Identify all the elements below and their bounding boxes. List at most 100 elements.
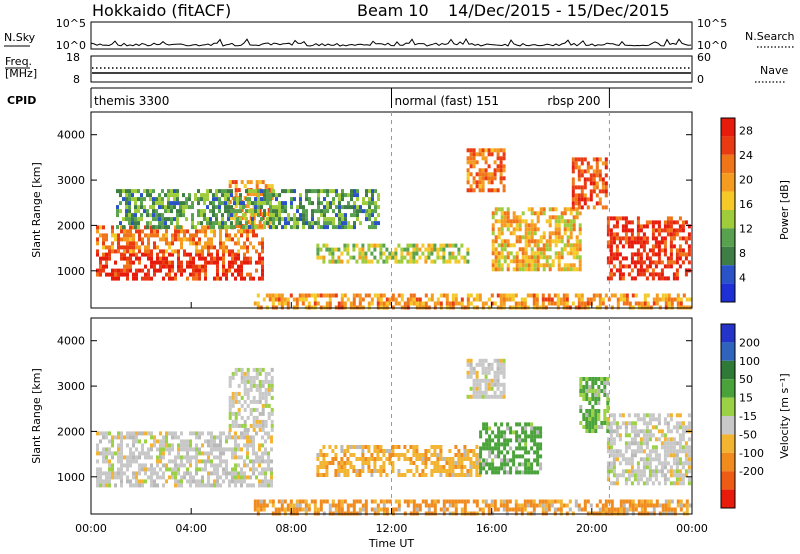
echo-cell xyxy=(499,503,503,508)
echo-cell xyxy=(344,225,347,230)
echo-cell xyxy=(484,386,488,391)
echo-cell xyxy=(625,301,629,306)
echo-cell xyxy=(427,457,431,461)
echo-cell xyxy=(257,189,260,194)
echo-cell xyxy=(99,260,102,265)
echo-cell xyxy=(239,193,242,198)
echo-cell xyxy=(533,458,537,463)
echo-cell xyxy=(373,449,377,453)
echo-cell xyxy=(252,212,256,217)
echo-cell xyxy=(451,255,455,260)
echo-cell xyxy=(577,177,581,182)
echo-cell xyxy=(189,455,192,460)
echo-cell xyxy=(326,205,329,210)
echo-cell xyxy=(424,293,428,298)
echo-cell xyxy=(630,469,634,474)
echo-cell xyxy=(305,213,308,218)
echo-cell xyxy=(328,301,332,306)
echo-cell xyxy=(530,434,534,439)
echo-cell xyxy=(559,301,563,306)
echo-cell xyxy=(96,483,99,488)
echo-cell xyxy=(532,499,536,504)
echo-cell xyxy=(515,430,519,435)
echo-cell xyxy=(524,243,528,248)
echo-cell xyxy=(601,503,605,508)
echo-cell xyxy=(198,249,201,254)
echo-cell xyxy=(569,219,573,224)
cpid-panel: CPID themis 3300 normal (fast) 151 rbsp 20… xyxy=(7,87,692,108)
echo-cell xyxy=(376,453,380,457)
echo-cell xyxy=(597,389,601,393)
echo-cell xyxy=(168,431,171,436)
echo-cell xyxy=(592,173,596,178)
echo-cell xyxy=(134,197,137,202)
echo-cell xyxy=(304,507,308,512)
echo-cell xyxy=(195,268,198,273)
echo-cell xyxy=(222,451,225,456)
echo-cell xyxy=(675,248,679,253)
echo-cell xyxy=(679,503,683,508)
echo-cell xyxy=(201,467,204,472)
echo-cell xyxy=(639,260,643,265)
colorbar-tick-label: 200 xyxy=(739,336,760,349)
echo-cell xyxy=(198,479,201,484)
echo-cell xyxy=(134,213,137,218)
echo-cell xyxy=(207,241,210,246)
echo-cell xyxy=(135,268,138,273)
echo-cell xyxy=(258,212,262,217)
echo-cell xyxy=(536,446,540,451)
echo-cell xyxy=(231,447,234,452)
echo-cell xyxy=(418,457,422,461)
echo-cell xyxy=(684,441,688,446)
echo-cell xyxy=(192,268,195,273)
echo-cell xyxy=(316,465,320,469)
echo-cell xyxy=(207,249,210,254)
echo-cell xyxy=(278,201,281,206)
echo-cell xyxy=(506,462,510,467)
echo-cell xyxy=(102,225,105,230)
echo-cell xyxy=(615,268,619,273)
echo-cell xyxy=(494,239,498,244)
echo-cell xyxy=(147,451,150,456)
echo-cell xyxy=(272,213,275,218)
echo-cell xyxy=(463,457,467,461)
echo-cell xyxy=(308,225,311,230)
echo-cell xyxy=(421,457,425,461)
echo-cell xyxy=(678,244,682,249)
echo-cell xyxy=(186,264,189,269)
echo-cell xyxy=(159,459,162,464)
echo-cell xyxy=(622,301,626,306)
echo-cell xyxy=(512,255,516,260)
echo-cell xyxy=(204,276,207,281)
echo-cell xyxy=(536,227,540,232)
echo-cell xyxy=(500,223,504,228)
echo-cell xyxy=(518,239,522,244)
echo-cell xyxy=(289,499,293,504)
echo-cell xyxy=(612,413,616,418)
echo-cell xyxy=(370,259,374,264)
echo-cell xyxy=(105,256,108,261)
echo-cell xyxy=(168,268,171,273)
echo-cell xyxy=(111,443,114,448)
echo-cell xyxy=(624,421,628,426)
echo-cell xyxy=(604,205,608,210)
echo-cell xyxy=(129,237,132,242)
echo-cell xyxy=(177,268,180,273)
echo-cell xyxy=(257,213,260,218)
echo-cell xyxy=(271,301,275,306)
echo-cell xyxy=(457,457,461,461)
echo-cell xyxy=(246,260,249,265)
echo-cell xyxy=(358,507,362,512)
echo-cell xyxy=(144,276,147,281)
echo-cell xyxy=(394,507,398,512)
echo-cell xyxy=(353,189,356,194)
echo-cell xyxy=(490,188,494,193)
echo-cell xyxy=(582,389,586,393)
echo-cell xyxy=(209,217,212,222)
echo-cell xyxy=(565,297,569,302)
echo-cell xyxy=(508,499,512,504)
echo-cell xyxy=(529,499,533,504)
echo-cell xyxy=(609,244,613,249)
echo-cell xyxy=(248,225,251,230)
echo-cell xyxy=(606,401,610,405)
